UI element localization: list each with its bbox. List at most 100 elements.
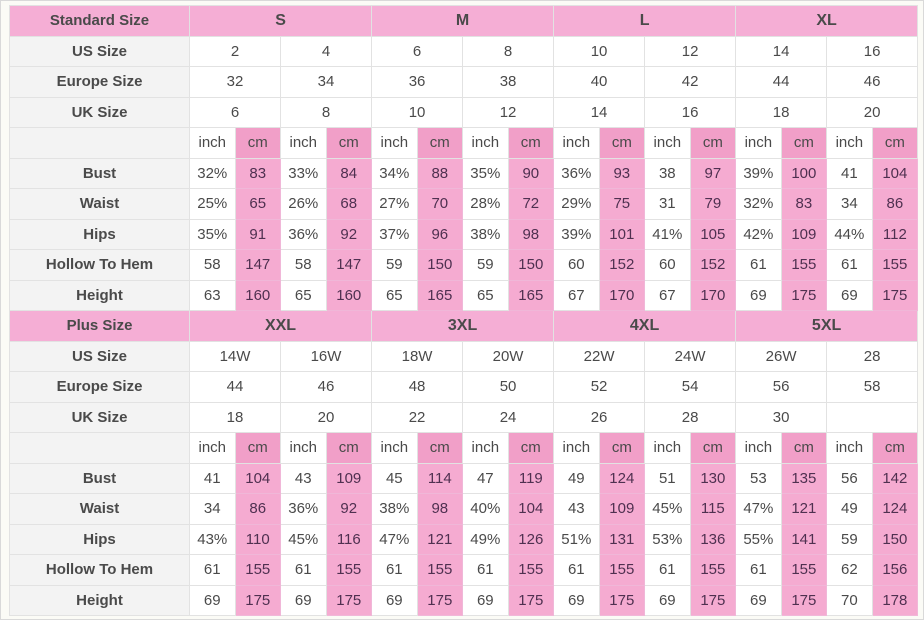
value-cell: 25% <box>189 188 236 220</box>
value-cell: 92 <box>325 218 373 250</box>
value-cell: 131 <box>598 523 646 555</box>
measurement-row: Height 63 160 65 160 65 165 65 165 67 170 67 170 69 17… <box>9 279 919 311</box>
unit-header-cell: inch <box>644 432 691 464</box>
value-cell: 92 <box>325 493 373 525</box>
value-cell: 47% <box>735 493 782 525</box>
value-cell: 51 <box>644 462 691 494</box>
value-cell: 175 <box>325 584 373 616</box>
section-header-row: Plus Size XXL 3XL 4XL 5XL <box>9 310 919 342</box>
unit-header-cell: cm <box>598 432 646 464</box>
value-cell: 53 <box>735 462 782 494</box>
value-cell: 44 <box>189 371 281 403</box>
value-cell: 116 <box>325 523 373 555</box>
value-cell: 68 <box>325 188 373 220</box>
value-cell: 32% <box>189 157 236 189</box>
value-cell: 69 <box>371 584 418 616</box>
value-cell: 175 <box>234 584 281 616</box>
value-cell: 65 <box>234 188 281 220</box>
row-label: Height <box>9 584 190 616</box>
unit-header-cell: inch <box>189 127 236 159</box>
value-cell: 28% <box>462 188 509 220</box>
value-cell: 16W <box>279 340 373 372</box>
value-cell: 124 <box>598 462 646 494</box>
size-conversion-row: Europe Size 44 46 48 50 52 54 56 58 <box>9 371 919 403</box>
value-cell: 152 <box>689 249 737 281</box>
unit-header-cell: cm <box>234 127 281 159</box>
value-cell: 41 <box>826 157 873 189</box>
size-conversion-row: US Size 2 4 6 8 10 12 14 16 <box>9 35 919 67</box>
value-cell: 83 <box>780 188 828 220</box>
row-label: Waist <box>9 493 190 525</box>
value-cell: 84 <box>325 157 373 189</box>
value-cell: 26 <box>553 401 646 433</box>
value-cell: 42% <box>735 218 782 250</box>
value-cell: 53% <box>644 523 691 555</box>
value-cell: 150 <box>507 249 555 281</box>
measurement-row: Waist 34 86 36% 92 38% 98 40% 104 43 109 45% 115 47% 1… <box>9 493 919 525</box>
size-conversion-row: US Size 14W 16W 18W 20W 22W 24W 26W 28 <box>9 340 919 372</box>
unit-header-cell: cm <box>234 432 281 464</box>
value-cell: 61 <box>553 554 600 586</box>
value-cell: 69 <box>553 584 600 616</box>
unit-header-cell: inch <box>826 432 873 464</box>
size-chart-table: Standard Size S M L XL US Size 2 4 6 8 10 12 14 16 Eur… <box>9 5 919 616</box>
value-cell: 32 <box>189 66 281 98</box>
value-cell: 32% <box>735 188 782 220</box>
unit-header-cell: cm <box>416 432 464 464</box>
value-cell: 67 <box>644 279 691 311</box>
value-cell: 124 <box>871 493 919 525</box>
value-cell: 155 <box>234 554 281 586</box>
value-cell: 115 <box>689 493 737 525</box>
value-cell: 55% <box>735 523 782 555</box>
value-cell: 34 <box>189 493 236 525</box>
value-cell: 160 <box>234 279 281 311</box>
value-cell: 28 <box>826 340 919 372</box>
size-group-header: M <box>371 5 555 37</box>
value-cell: 175 <box>689 584 737 616</box>
row-label: Hips <box>9 523 190 555</box>
value-cell: 14 <box>735 35 828 67</box>
value-cell: 12 <box>462 96 555 128</box>
size-group-header: XXL <box>188 310 373 342</box>
value-cell: 40% <box>462 493 509 525</box>
measurement-row: Hips 35% 91 36% 92 37% 96 38% 98 39% 101 41% 105 42% 1… <box>9 218 919 250</box>
value-cell: 170 <box>598 279 646 311</box>
value-cell: 147 <box>325 249 373 281</box>
row-label: Bust <box>9 462 190 494</box>
row-label: Hollow To Hem <box>9 554 190 586</box>
row-label: Waist <box>9 188 190 220</box>
unit-header-cell: cm <box>598 127 646 159</box>
value-cell: 49 <box>826 493 873 525</box>
value-cell: 112 <box>871 218 919 250</box>
value-cell: 60 <box>644 249 691 281</box>
value-cell: 109 <box>325 462 373 494</box>
value-cell: 61 <box>735 249 782 281</box>
value-cell: 98 <box>507 218 555 250</box>
value-cell: 60 <box>553 249 600 281</box>
value-cell: 22W <box>553 340 646 372</box>
value-cell: 54 <box>644 371 737 403</box>
value-cell: 6 <box>371 35 464 67</box>
size-group-header: 4XL <box>553 310 737 342</box>
value-cell: 79 <box>689 188 737 220</box>
value-cell: 69 <box>189 584 236 616</box>
value-cell: 44% <box>826 218 873 250</box>
value-cell: 175 <box>780 279 828 311</box>
section-title: Plus Size <box>9 310 190 342</box>
value-cell: 36% <box>553 157 600 189</box>
value-cell: 22 <box>371 401 464 433</box>
value-cell: 34% <box>371 157 418 189</box>
unit-header-cell: inch <box>462 127 509 159</box>
unit-header-cell: inch <box>462 432 509 464</box>
value-cell: 155 <box>507 554 555 586</box>
unit-header-cell: cm <box>507 127 555 159</box>
value-cell: 39% <box>735 157 782 189</box>
unit-header-cell: inch <box>280 127 327 159</box>
value-cell: 8 <box>279 96 373 128</box>
value-cell: 56 <box>826 462 873 494</box>
unit-header-cell: inch <box>553 432 600 464</box>
value-cell: 43 <box>280 462 327 494</box>
value-cell: 119 <box>507 462 555 494</box>
measurement-row: Hollow To Hem 58 147 58 147 59 150 59 150 60 152 60… <box>9 249 919 281</box>
size-conversion-row: UK Size 18 20 22 24 26 28 30 <box>9 401 919 433</box>
